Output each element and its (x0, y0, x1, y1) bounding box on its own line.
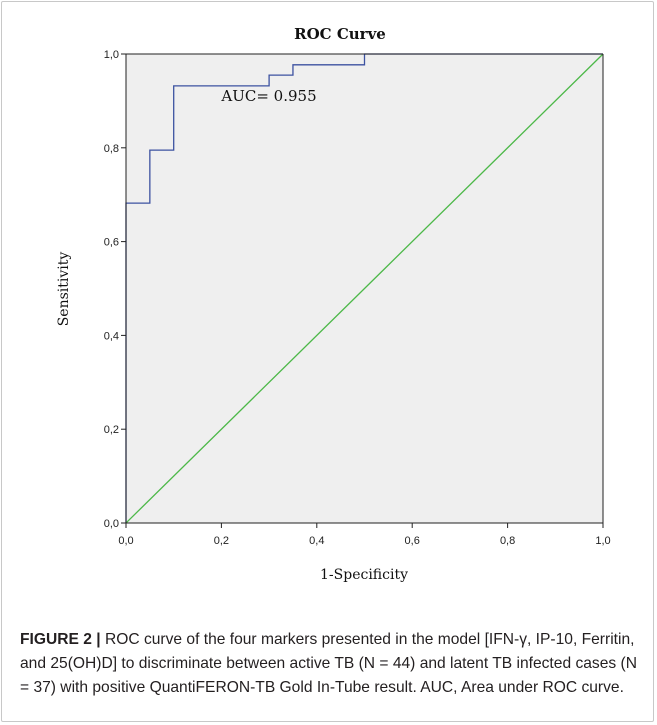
y-tick-label: 0,2 (104, 424, 119, 436)
x-tick-label: 0,6 (405, 535, 420, 547)
y-tick-label: 0,6 (104, 237, 119, 249)
caption-figure-label: FIGURE 2 (20, 631, 92, 648)
auc-annotation: AUC= 0.955 (220, 87, 316, 105)
caption-separator: | (91, 631, 105, 648)
y-tick-label: 0,4 (104, 330, 119, 342)
x-tick-label: 0,2 (214, 535, 229, 547)
x-tick-label: 0,8 (500, 535, 515, 547)
x-tick-label: 1,0 (595, 535, 610, 547)
x-tick-label: 0,4 (309, 535, 324, 547)
y-tick-label: 0,0 (104, 518, 119, 530)
y-tick-label: 0,8 (104, 143, 119, 155)
chart-title: ROC Curve (294, 25, 386, 43)
caption-text: ROC curve of the four markers presented … (20, 631, 637, 696)
tick-layer: 0,0 0,2 0,4 0,6 0,8 1,0 0,0 0,2 0,4 0,6 0,8 1,0 (104, 49, 611, 547)
roc-chart: 0,0 0,2 0,4 0,6 0,8 1,0 0,0 0,2 0,4 0,6 0,8 1,0 ROC… (56, 25, 611, 583)
x-tick-label: 0,0 (118, 535, 133, 547)
reference-diagonal-line (125, 53, 604, 524)
y-tick-label: 1,0 (104, 49, 119, 61)
roc-curve-line (125, 53, 603, 523)
figure-caption: FIGURE 2 | ROC curve of the four markers… (20, 628, 640, 700)
y-axis-label: Sensitivity (56, 252, 72, 327)
series-layer (125, 53, 604, 524)
x-axis-label: 1-Specificity (320, 567, 408, 583)
